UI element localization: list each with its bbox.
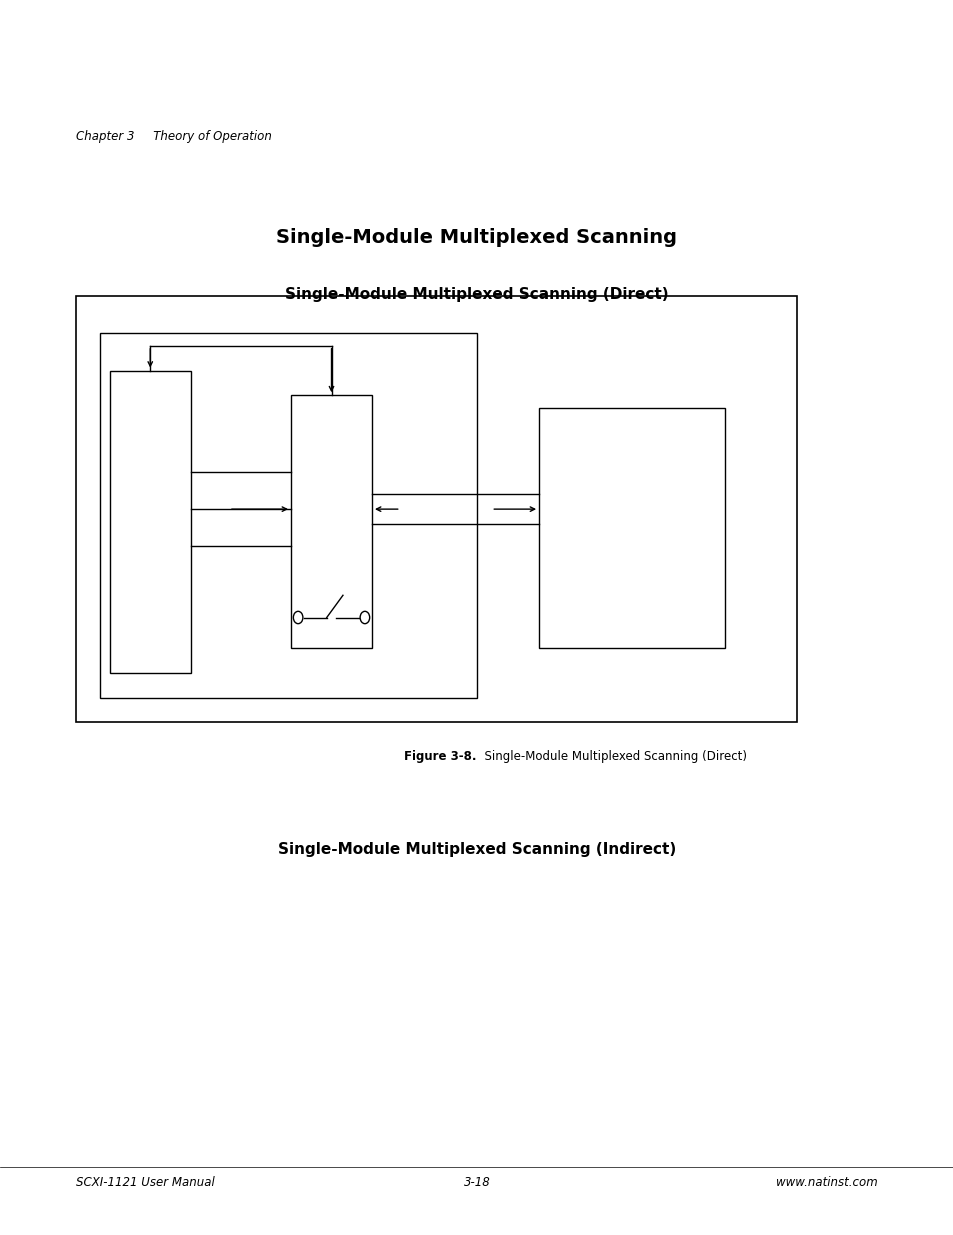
Text: Single-Module Multiplexed Scanning: Single-Module Multiplexed Scanning <box>276 228 677 247</box>
Text: 3-18: 3-18 <box>463 1176 490 1189</box>
Text: Single-Module Multiplexed Scanning (Indirect): Single-Module Multiplexed Scanning (Indi… <box>277 842 676 857</box>
Text: Single-Module Multiplexed Scanning (Direct): Single-Module Multiplexed Scanning (Dire… <box>285 287 668 301</box>
Bar <box>291 395 372 648</box>
Bar <box>538 408 724 648</box>
Text: Figure 3-8.: Figure 3-8. <box>404 750 476 763</box>
Text: Single-Module Multiplexed Scanning (Direct): Single-Module Multiplexed Scanning (Dire… <box>476 750 746 763</box>
Bar <box>100 333 476 698</box>
Text: www.natinst.com: www.natinst.com <box>775 1176 877 1189</box>
Bar <box>76 296 796 722</box>
Text: Chapter 3     Theory of Operation: Chapter 3 Theory of Operation <box>76 130 272 143</box>
Text: SCXI-1121 User Manual: SCXI-1121 User Manual <box>76 1176 214 1189</box>
Bar <box>110 370 191 673</box>
